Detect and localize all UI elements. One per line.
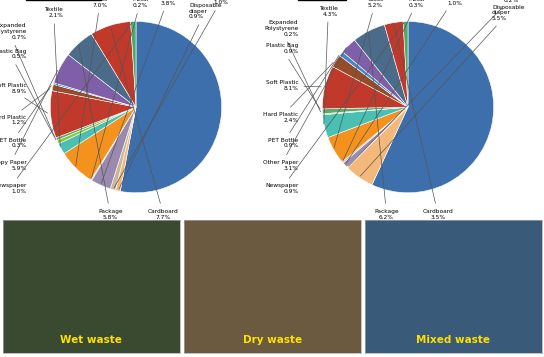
Text: Soft Plastic
8.9%: Soft Plastic 8.9% <box>0 83 47 113</box>
Wedge shape <box>372 21 493 193</box>
Text: Organic
56.4%: Organic 56.4% <box>344 205 378 224</box>
Text: Package
6.2%: Package 6.2% <box>369 33 399 220</box>
Wedge shape <box>355 25 408 107</box>
Wedge shape <box>54 55 136 107</box>
Text: Metal
0.2%: Metal 0.2% <box>91 0 149 178</box>
Wedge shape <box>342 107 408 163</box>
Wedge shape <box>131 21 136 107</box>
Text: Disposable
diaper
5.5%: Disposable diaper 5.5% <box>360 5 524 176</box>
Text: Other Paper
3.1%: Other Paper 3.1% <box>263 47 347 171</box>
Wedge shape <box>64 107 136 180</box>
Wedge shape <box>332 56 408 107</box>
Wedge shape <box>68 34 136 107</box>
Text: Hard Plastic
2.4%: Hard Plastic 2.4% <box>263 62 333 123</box>
Wedge shape <box>343 40 408 107</box>
Text: Cardboard
3.5%: Cardboard 3.5% <box>394 25 453 220</box>
Text: Mixed waste: Mixed waste <box>416 335 491 345</box>
Wedge shape <box>339 52 408 107</box>
Wedge shape <box>323 107 408 115</box>
Wedge shape <box>57 107 136 144</box>
Wedge shape <box>323 107 408 137</box>
Text: Package
5.8%: Package 5.8% <box>79 45 122 220</box>
Wedge shape <box>323 107 408 114</box>
Text: Plastic Bag
0.9%: Plastic Bag 0.9% <box>266 44 320 109</box>
Wedge shape <box>347 107 408 168</box>
Text: Wood
0.2%: Wood 0.2% <box>349 0 521 166</box>
Text: Newspaper
0.9%: Newspaper 0.9% <box>265 23 404 194</box>
Text: Copy Paper
5.9%: Copy Paper 5.9% <box>0 70 58 171</box>
Wedge shape <box>91 107 136 180</box>
Text: Wet waste: Wet waste <box>60 335 122 345</box>
Wedge shape <box>52 84 136 107</box>
Text: Leather,
Rubber
1.0%: Leather, Rubber 1.0% <box>346 0 467 164</box>
Text: Organic
52.9%: Organic 52.9% <box>72 205 106 224</box>
Text: Expanded
Polystyrene
0.7%: Expanded Polystyrene 0.7% <box>0 24 56 140</box>
Wedge shape <box>115 107 136 191</box>
Text: PET Bottle
0.3%: PET Bottle 0.3% <box>0 86 51 149</box>
Wedge shape <box>56 107 136 140</box>
Text: Expanded
Polystyrene
0.2%: Expanded Polystyrene 0.2% <box>264 20 320 112</box>
Text: PET Bottle
0.9%: PET Bottle 0.9% <box>268 55 339 149</box>
Wedge shape <box>91 21 136 107</box>
Wedge shape <box>343 107 408 167</box>
Wedge shape <box>385 21 408 107</box>
Text: Hard Plastic
1.2%: Hard Plastic 1.2% <box>0 89 50 125</box>
Text: Textile
4.3%: Textile 4.3% <box>319 6 338 124</box>
Wedge shape <box>323 66 408 109</box>
Text: Plastic Bag
0.5%: Plastic Bag 0.5% <box>0 49 54 137</box>
Wedge shape <box>59 107 136 154</box>
Text: Disposable
diaper
0.9%: Disposable diaper 0.9% <box>119 3 221 189</box>
Text: Textile
2.1%: Textile 2.1% <box>44 7 63 146</box>
Wedge shape <box>120 21 221 193</box>
Text: Glass
5.2%: Glass 5.2% <box>334 0 384 148</box>
Text: Leather,
Rubber
3.8%: Leather, Rubber 3.8% <box>101 0 181 183</box>
Wedge shape <box>348 107 408 185</box>
Wedge shape <box>53 83 136 107</box>
Text: Metal
0.3%: Metal 0.3% <box>343 0 425 161</box>
Text: Soft Plastic
8.1%: Soft Plastic 8.1% <box>265 80 321 91</box>
Wedge shape <box>403 21 408 107</box>
Text: Glass
7.0%: Glass 7.0% <box>76 0 108 166</box>
Text: Dry waste: Dry waste <box>243 335 302 345</box>
Wedge shape <box>91 107 136 189</box>
Wedge shape <box>328 107 408 162</box>
Wedge shape <box>51 91 136 138</box>
Text: Wood
1.0%: Wood 1.0% <box>114 0 230 188</box>
Text: Newspaper
1.0%: Newspaper 1.0% <box>0 23 132 194</box>
Text: Cardboard
7.7%: Cardboard 7.7% <box>111 27 179 220</box>
Wedge shape <box>110 107 136 190</box>
